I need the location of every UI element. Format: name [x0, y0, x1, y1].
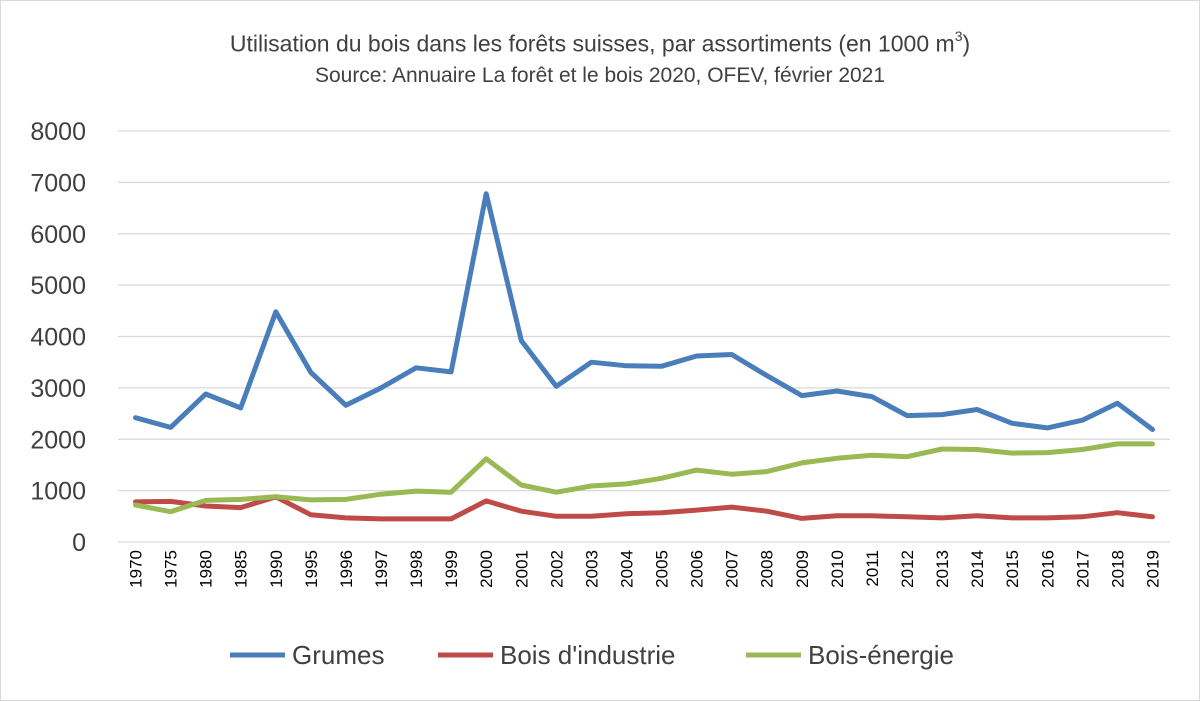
x-tick-label: 2012 [898, 550, 917, 588]
x-tick-label: 2008 [758, 550, 777, 588]
x-tick-label: 2001 [512, 550, 531, 588]
x-tick-label: 2014 [968, 550, 987, 588]
y-tick-label: 7000 [30, 169, 86, 197]
x-tick-label: 2017 [1073, 550, 1092, 588]
x-tick-label: 2006 [688, 550, 707, 588]
x-tick-label: 2019 [1143, 550, 1162, 588]
y-tick-label: 5000 [30, 272, 86, 300]
x-tick-label: 2005 [653, 550, 672, 588]
legend-label-bois-nergie: Bois-énergie [808, 640, 954, 670]
x-tick-label: 2009 [793, 550, 812, 588]
y-axis-ticks: 0 1000 2000 3000 4000 5000 6000 7000 8000 [30, 118, 86, 557]
gridlines [118, 130, 1170, 543]
y-tick-label: 0 [72, 529, 86, 557]
x-tick-label: 1985 [232, 550, 251, 588]
x-tick-label: 2000 [477, 550, 496, 588]
x-axis-ticks: 1970 1975 1980 1985 1990 1995 1996 1997 1998 1999… [127, 550, 1163, 588]
chart-title-text: Utilisation du bois dans les forêts suis… [229, 30, 955, 57]
chart-title-superscript: 3 [954, 28, 963, 44]
x-tick-label: 1990 [267, 550, 286, 588]
x-tick-label: 1997 [372, 550, 391, 588]
legend-label-bois-d-industrie: Bois d'industrie [500, 640, 676, 670]
y-tick-label: 1000 [30, 478, 86, 506]
chart-title-close: ) [962, 30, 971, 57]
y-tick-label: 2000 [30, 426, 86, 454]
chart-subtitle: Source: Annuaire La forêt et le bois 202… [314, 64, 886, 87]
series-line-grumes [133, 191, 1155, 432]
y-tick-label: 6000 [30, 221, 86, 249]
chart-title: Utilisation du bois dans les forêts suis… [0, 28, 1200, 58]
x-tick-label: 2013 [933, 550, 952, 588]
x-tick-label: 2002 [547, 550, 566, 588]
x-tick-label: 2003 [582, 550, 601, 588]
x-tick-label: 1999 [442, 550, 461, 588]
y-tick-label: 8000 [30, 118, 86, 146]
x-tick-label: 2015 [1003, 550, 1022, 588]
x-tick-label: 2004 [617, 550, 636, 588]
x-tick-label: 1998 [407, 550, 426, 588]
legend: Grumes Bois d'industrie Bois-énergie [230, 640, 954, 670]
x-tick-label: 1995 [302, 550, 321, 588]
series-lines [133, 191, 1155, 522]
series-line-bois-nergie [133, 441, 1155, 515]
x-tick-label: 2016 [1038, 550, 1057, 588]
x-tick-label: 2011 [863, 550, 882, 587]
y-tick-label: 3000 [30, 375, 86, 403]
x-tick-label: 1970 [127, 550, 146, 588]
series-line-bois-d-industrie [133, 494, 1155, 522]
x-tick-label: 2018 [1108, 550, 1127, 588]
x-tick-label: 1975 [162, 550, 181, 588]
x-tick-label: 2007 [723, 550, 742, 588]
x-tick-label: 1996 [337, 550, 356, 588]
y-tick-label: 4000 [30, 324, 86, 352]
x-tick-label: 1980 [197, 550, 216, 588]
x-tick-label: 2010 [828, 550, 847, 588]
legend-label-grumes: Grumes [292, 640, 384, 670]
